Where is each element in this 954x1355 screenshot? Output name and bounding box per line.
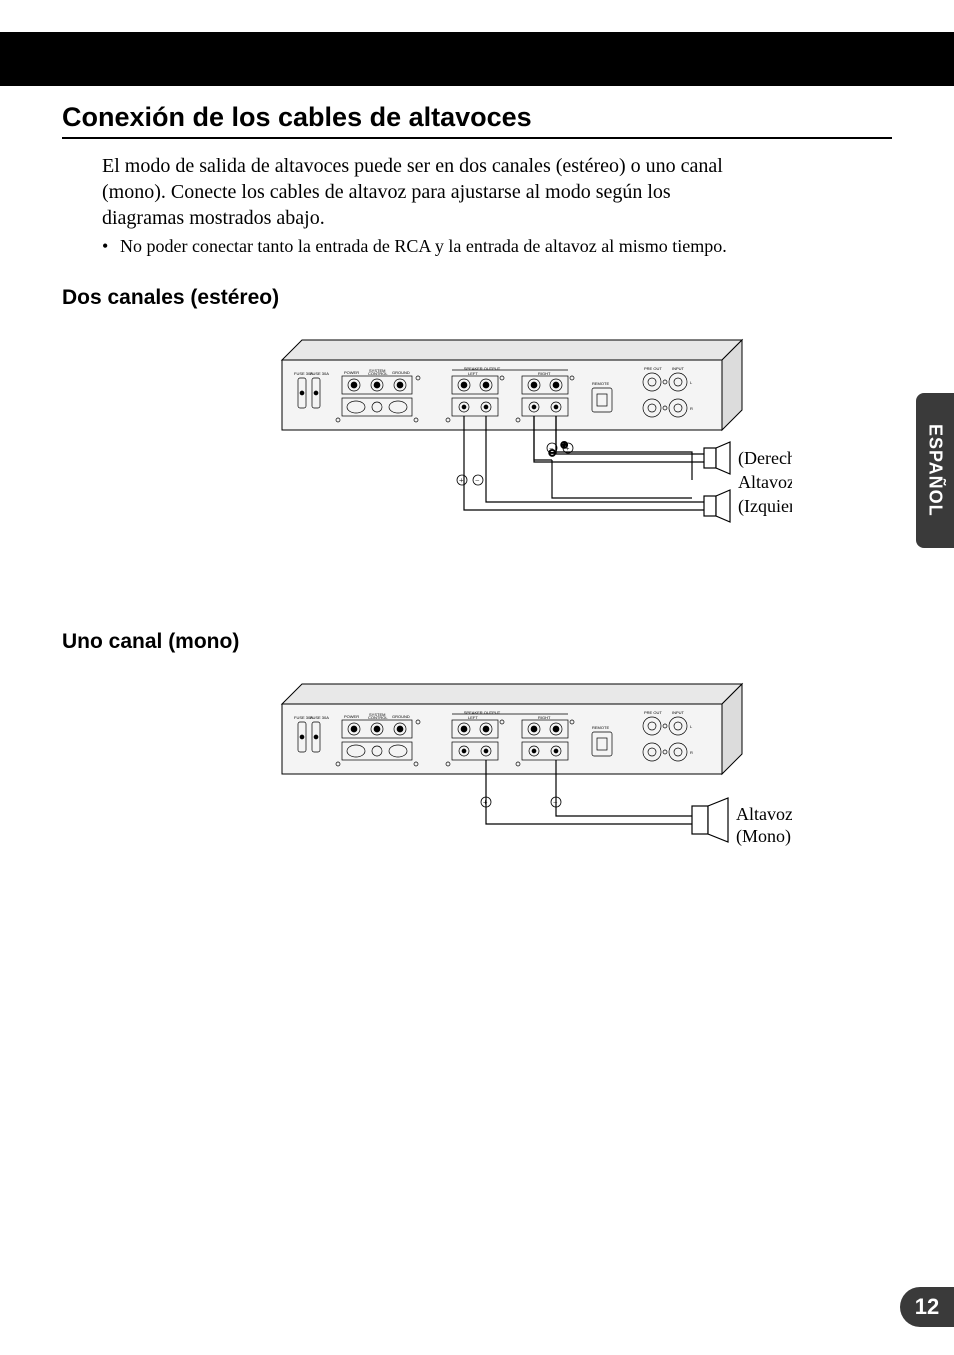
svg-text:CONTROL: CONTROL [368, 371, 388, 376]
svg-text:REMOTE: REMOTE [592, 725, 609, 730]
svg-text:−: − [549, 444, 554, 453]
page-number: 12 [915, 1294, 939, 1320]
page-title: Conexión de los cables de altavoces [62, 102, 892, 133]
svg-text:−: − [553, 798, 558, 807]
intro-bullet: • No poder conectar tanto la entrada de … [102, 235, 742, 258]
stereo-heading: Dos canales (estéreo) [62, 286, 892, 310]
mono-diagram: FUSE 30AFUSE 30A POWERSYSTEMCONTROLGROUN… [252, 674, 792, 884]
svg-text:LEFT: LEFT [468, 715, 478, 720]
svg-text:POWER: POWER [344, 714, 359, 719]
stereo-diagram: FUSE 30AFUSE 30A POWERSYSTEMCONTROLGROUN… [252, 330, 792, 570]
svg-text:R: R [690, 406, 693, 411]
svg-text:RIGHT: RIGHT [538, 715, 551, 720]
stereo-label-left: (Izquierdo) [738, 496, 792, 517]
stereo-label-right: (Derecho) [738, 448, 792, 469]
svg-text:FUSE 30A: FUSE 30A [310, 715, 329, 720]
language-tab: ESPAÑOL [916, 393, 954, 548]
svg-text:R: R [690, 750, 693, 755]
intro-bullet-text: No poder conectar tanto la entrada de RC… [120, 235, 742, 258]
mono-label-mono: (Mono) [736, 826, 791, 847]
svg-text:LEFT: LEFT [468, 371, 478, 376]
svg-text:FUSE 30A: FUSE 30A [310, 371, 329, 376]
svg-text:−: − [475, 476, 480, 485]
svg-text:+: + [483, 798, 488, 807]
mono-heading: Uno canal (mono) [62, 630, 892, 654]
language-tab-label: ESPAÑOL [925, 424, 946, 517]
intro-paragraph: El modo de salida de altavoces puede ser… [102, 153, 742, 231]
header-black-bar [0, 32, 954, 86]
bullet-dot: • [102, 235, 120, 258]
svg-text:+: + [459, 476, 464, 485]
svg-text:+: + [565, 444, 570, 453]
svg-text:POWER: POWER [344, 370, 359, 375]
svg-text:INPUT: INPUT [672, 710, 685, 715]
svg-text:INPUT: INPUT [672, 366, 685, 371]
svg-text:PRE OUT: PRE OUT [644, 366, 662, 371]
svg-text:GROUND: GROUND [392, 370, 410, 375]
svg-text:CONTROL: CONTROL [368, 715, 388, 720]
mono-label-speaker: Altavoz [736, 804, 792, 824]
svg-text:RIGHT: RIGHT [538, 371, 551, 376]
svg-text:REMOTE: REMOTE [592, 381, 609, 386]
svg-text:PRE OUT: PRE OUT [644, 710, 662, 715]
stereo-label-speaker: Altavoz [738, 472, 792, 492]
svg-text:GROUND: GROUND [392, 714, 410, 719]
page-number-badge: 12 [900, 1287, 954, 1327]
